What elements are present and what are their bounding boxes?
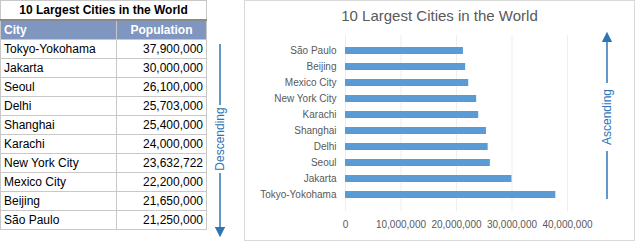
svg-text:Ascending: Ascending xyxy=(600,89,614,145)
html-text:New York City: New York City xyxy=(4,156,79,170)
html-text:Jakarta: Jakarta xyxy=(4,61,44,75)
html-text:30,000,000: 30,000,000 xyxy=(143,61,203,75)
html-text:Shanghai: Shanghai xyxy=(4,118,55,132)
svg-text:Jakarta: Jakarta xyxy=(304,173,337,184)
svg-text:Shanghai: Shanghai xyxy=(294,125,336,136)
svg-text:Beijing: Beijing xyxy=(306,61,336,72)
svg-text:Delhi: Delhi xyxy=(314,141,337,152)
html-text:26,100,000: 26,100,000 xyxy=(143,80,203,94)
svg-text:10,000,000: 10,000,000 xyxy=(376,219,426,230)
svg-text:20,000,000: 20,000,000 xyxy=(431,219,481,230)
html-text:23,632,722: 23,632,722 xyxy=(143,156,203,170)
html-text:24,000,000: 24,000,000 xyxy=(143,137,203,151)
svg-text:Tokyo-Yokohama: Tokyo-Yokohama xyxy=(260,189,337,200)
html-text:Mexico City: Mexico City xyxy=(4,175,66,189)
html-text:25,703,000: 25,703,000 xyxy=(143,99,203,113)
html-text:10 Largest Cities in the World: 10 Largest Cities in the World xyxy=(19,3,188,17)
html-text:Seoul: Seoul xyxy=(4,80,35,94)
html-text:Delhi: Delhi xyxy=(4,99,32,113)
html-text:37,900,000: 37,900,000 xyxy=(143,42,203,56)
html-text:City: City xyxy=(4,23,27,37)
html-text:Karachi: Karachi xyxy=(4,137,45,151)
svg-text:Karachi: Karachi xyxy=(303,109,337,120)
svg-text:Mexico City: Mexico City xyxy=(285,77,337,88)
html-text:Population: Population xyxy=(130,23,193,37)
html-text:São Paulo: São Paulo xyxy=(4,213,60,227)
svg-text:0: 0 xyxy=(343,219,349,230)
svg-text:New York City: New York City xyxy=(274,93,336,104)
html-text:Beijing: Beijing xyxy=(4,194,40,208)
svg-text:30,000,000: 30,000,000 xyxy=(487,219,537,230)
svg-text:São Paulo: São Paulo xyxy=(290,45,337,56)
svg-text:Seoul: Seoul xyxy=(311,157,337,168)
html-text:Tokyo-Yokohama: Tokyo-Yokohama xyxy=(4,42,96,56)
svg-text:40,000,000: 40,000,000 xyxy=(542,219,592,230)
svg-text:Descending: Descending xyxy=(213,107,227,170)
html-text:25,400,000: 25,400,000 xyxy=(143,118,203,132)
html-text:10 Largest Cities in the World: 10 Largest Cities in the World xyxy=(341,7,538,24)
html-text:22,200,000: 22,200,000 xyxy=(143,175,203,189)
html-text:21,250,000: 21,250,000 xyxy=(143,213,203,227)
html-text:21,650,000: 21,650,000 xyxy=(143,194,203,208)
